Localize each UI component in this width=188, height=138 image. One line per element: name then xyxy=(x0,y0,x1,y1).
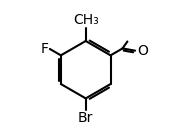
Text: O: O xyxy=(138,44,149,58)
Text: F: F xyxy=(41,42,49,56)
Text: Br: Br xyxy=(78,111,93,125)
Text: CH₃: CH₃ xyxy=(73,13,99,27)
